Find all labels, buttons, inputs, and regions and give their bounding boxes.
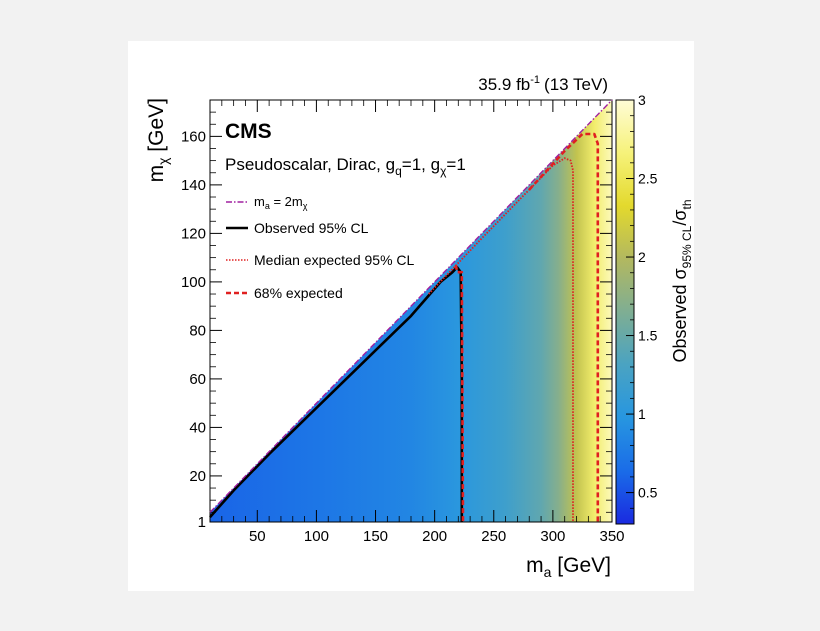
x-tick-label: 200: [422, 528, 447, 545]
legend: ma = 2mχ Observed 95% CL Median expected…: [226, 194, 415, 301]
z-tick-label: 3: [638, 92, 646, 108]
y-tick-label: 160: [181, 128, 206, 145]
kinematic-limit-line: [209, 99, 613, 513]
z-tick-label: 0.5: [638, 485, 658, 501]
legend-label-kinematic: ma = 2mχ: [254, 194, 308, 211]
x-tick-label: 100: [304, 528, 329, 545]
lumi-label: 35.9 fb-1 (13 TeV): [478, 74, 608, 94]
z-tick-label: 1: [638, 406, 646, 422]
x-tick-label: 150: [363, 528, 388, 545]
y-tick-label: 1: [198, 514, 206, 531]
expected-68-lower-curve: [454, 264, 465, 523]
legend-label-median: Median expected 95% CL: [254, 252, 415, 268]
color-scale-ticks: 0.5 1 1.5 2 2.5 3: [626, 92, 658, 509]
y-tick-label: 80: [189, 322, 206, 339]
x-tick-label: 300: [540, 528, 565, 545]
y-tick-label: 100: [181, 274, 206, 291]
color-scale-bar: [616, 100, 634, 524]
expected-68-upper-curve: [528, 132, 600, 522]
y-tick-label: 60: [189, 371, 206, 388]
figure-canvas: 50 100 150 200 250 300 350 1 20 40 60 80 100 120 140 1…: [128, 41, 694, 591]
z-tick-label: 2: [638, 249, 646, 265]
heatmap-triangle: [210, 100, 612, 522]
y-tick-label: 20: [189, 468, 206, 485]
z-tick-label: 2.5: [638, 171, 658, 187]
observed-limit-curve: [209, 266, 464, 522]
color-scale-frame: [615, 99, 635, 525]
y-axis-title: mχ [GeV]: [145, 98, 171, 182]
limit-plot: 50 100 150 200 250 300 350 1204060801001201401…: [145, 74, 694, 580]
median-expected-curve: [428, 157, 574, 522]
legend-label-68: 68% expected: [254, 285, 343, 301]
x-tick-label: 50: [249, 528, 266, 545]
y-tick-label: 120: [181, 225, 206, 242]
y-tick-label: 40: [189, 419, 206, 436]
legend-label-observed: Observed 95% CL: [254, 220, 369, 236]
model-label: Pseudoscalar, Dirac, gq=1, gχ=1: [225, 155, 466, 178]
x-axis-ticks: 50 100 150 200 250 300 350: [221, 100, 625, 545]
z-tick-label: 1.5: [638, 328, 658, 344]
experiment-label: CMS: [225, 120, 272, 143]
y-tick-label: 140: [181, 177, 206, 194]
x-tick-label: 350: [599, 528, 624, 545]
z-axis-title: Observed σ95% CL/σth: [670, 200, 694, 363]
x-axis-title: ma [GeV]: [526, 554, 611, 580]
x-tick-label: 250: [481, 528, 506, 545]
limit-curves: [209, 99, 613, 523]
